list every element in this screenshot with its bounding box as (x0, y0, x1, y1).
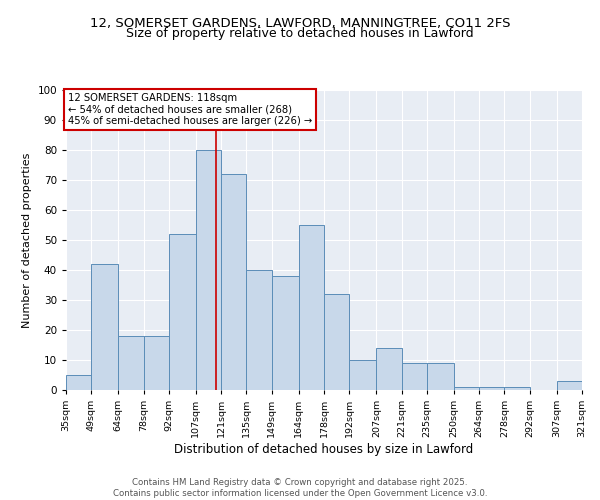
Bar (272, 276, 299, 390)
Y-axis label: Number of detached properties: Number of detached properties (22, 152, 32, 328)
Bar (454, 387, 479, 390)
Bar (349, 360, 376, 390)
Text: 12 SOMERSET GARDENS: 118sqm
← 54% of detached houses are smaller (268)
45% of se: 12 SOMERSET GARDENS: 118sqm ← 54% of det… (68, 93, 312, 126)
Bar (299, 225, 324, 390)
Text: 12, SOMERSET GARDENS, LAWFORD, MANNINGTREE, CO11 2FS: 12, SOMERSET GARDENS, LAWFORD, MANNINGTR… (90, 18, 510, 30)
Bar (376, 348, 401, 390)
Bar (169, 234, 196, 390)
Bar (118, 336, 143, 390)
Bar (66, 375, 91, 390)
Bar (143, 336, 169, 390)
X-axis label: Distribution of detached houses by size in Lawford: Distribution of detached houses by size … (175, 443, 473, 456)
Bar (324, 294, 349, 390)
Text: Size of property relative to detached houses in Lawford: Size of property relative to detached ho… (126, 28, 474, 40)
Bar (427, 363, 454, 390)
Bar (221, 174, 247, 390)
Bar (479, 387, 505, 390)
Text: Contains HM Land Registry data © Crown copyright and database right 2025.
Contai: Contains HM Land Registry data © Crown c… (113, 478, 487, 498)
Bar (196, 150, 221, 390)
Bar (247, 270, 272, 390)
Bar (401, 363, 427, 390)
Bar (91, 264, 118, 390)
Bar (557, 381, 582, 390)
Bar (505, 387, 530, 390)
